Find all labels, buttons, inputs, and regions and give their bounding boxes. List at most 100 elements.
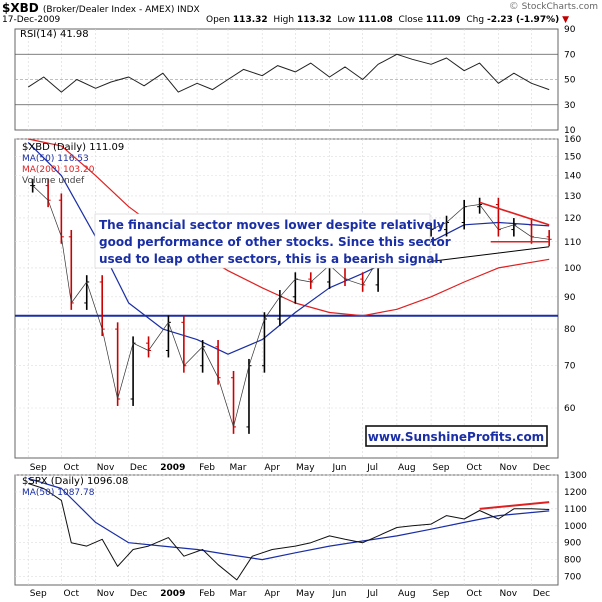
spx-tick-label: 1000	[564, 522, 587, 532]
spx-month-label: Mar	[229, 589, 246, 599]
price-bar-late-path	[430, 204, 550, 240]
annotation-box	[94, 213, 431, 269]
header-date: 17-Dec-2009	[2, 15, 61, 25]
spx-month-label: Dec	[533, 589, 550, 599]
price-month-label: May	[296, 463, 315, 473]
frame-layer	[14, 28, 559, 586]
open-value: 113.32	[232, 15, 268, 25]
spx-month-label: Sep	[30, 589, 47, 599]
high-label: High	[273, 15, 295, 25]
spx-tick-label: 900	[564, 539, 581, 549]
ma50-line	[27, 141, 550, 355]
spx-ma50-legend: MA(50) 1087.78	[22, 488, 95, 498]
price-tick-label: 60	[564, 404, 576, 414]
rsi-tick-label: 10	[564, 126, 576, 136]
spx-tick-label: 700	[564, 573, 581, 583]
price-month-label: Nov	[500, 463, 518, 473]
header-symbol: $XBD (Broker/Dealer Index - AMEX) INDX	[2, 1, 200, 15]
price-tick-label: 160	[564, 135, 581, 145]
spx-tick-label: 1100	[564, 505, 587, 515]
spx-month-label: Nov	[97, 589, 115, 599]
low-value: 111.08	[358, 15, 393, 25]
rsi-tick-label: 70	[564, 50, 576, 60]
spx-legend: $SPX (Daily) 1096.08	[22, 476, 128, 487]
price-month-label: Aug	[398, 463, 416, 473]
spx-trend-line	[479, 501, 550, 510]
spx-month-label: Dec	[130, 589, 147, 599]
price-month-label: Dec	[130, 463, 147, 473]
watermark-text: www.SunshineProfits.com	[368, 430, 544, 444]
price-trend-line	[479, 201, 550, 226]
ma200-line	[28, 138, 550, 317]
rsi-line	[27, 53, 550, 93]
price-tick-label: 150	[564, 153, 581, 163]
spx-ma50-line	[28, 477, 550, 561]
price-tick-label: 80	[564, 325, 576, 335]
spx-month-label: Jun	[331, 589, 346, 599]
rsi-legend: RSI(14) 41.98	[20, 29, 89, 40]
watermark-box	[365, 425, 548, 447]
annotation-line-1: The financial sector moves lower despite…	[99, 218, 445, 232]
spx-tick-label: 1300	[564, 471, 587, 481]
price-tick-label: 130	[564, 192, 581, 202]
price-tick-label: 100	[564, 264, 581, 274]
spx-month-label: Oct	[64, 589, 80, 599]
symbol-desc: (Broker/Dealer Index - AMEX) INDX	[42, 5, 200, 15]
ma200-legend: MA(200) 103.20	[22, 165, 95, 175]
annotation-line-3: used to leap other sectors, this is a be…	[99, 252, 443, 266]
chg-down-icon: ▼	[562, 15, 570, 25]
rsi-tick-label: 50	[564, 76, 576, 86]
copyright-icon: ©	[508, 1, 519, 12]
spx-month-label: Apr	[264, 589, 280, 599]
price-tick-label: 70	[564, 362, 576, 372]
label-layer: RSI(14) 41.98 $XBD (Daily) 111.09 MA(50)…	[20, 29, 128, 498]
low-label: Low	[337, 15, 356, 25]
spx-panel-frame	[14, 474, 559, 586]
price-month-label: Mar	[229, 463, 246, 473]
price-legend: $XBD (Daily) 111.09	[22, 142, 124, 153]
header-ohlc: Open 113.32 High 113.32 Low 111.08 Close…	[206, 15, 569, 25]
price-month-label: Sep	[30, 463, 47, 473]
volume-legend: Volume undef	[22, 176, 85, 186]
price-month-label: Nov	[97, 463, 115, 473]
high-value: 113.32	[296, 15, 332, 25]
spx-month-label: Oct	[466, 589, 482, 599]
chg-value: -2.23 (-1.97%)	[486, 15, 560, 25]
price-month-label: 2009	[160, 463, 185, 473]
price-tick-label: 110	[564, 238, 581, 248]
annotation-layer: The financial sector moves lower despite…	[94, 213, 548, 447]
open-label: Open	[206, 15, 231, 25]
price-month-label: Feb	[199, 463, 215, 473]
price-month-label: Dec	[533, 463, 550, 473]
price-tick-label: 120	[564, 214, 581, 224]
tick-layer: 10 30 50 70 90 60 70 80 90 100 110 120 130 140 150 160 7…	[30, 25, 587, 599]
close-label: Close	[398, 15, 424, 25]
chg-label: Chg	[466, 15, 485, 25]
spx-month-label: May	[296, 589, 315, 599]
spx-tick-label: 1200	[564, 488, 587, 498]
price-month-label: Sep	[433, 463, 450, 473]
spx-tick-label: 800	[564, 556, 581, 566]
price-month-label: Apr	[264, 463, 280, 473]
rsi-tick-label: 90	[564, 25, 576, 35]
brand-label: © StockCharts.com	[509, 1, 598, 12]
plot-layer	[15, 53, 558, 581]
spx-month-label: 2009	[160, 589, 185, 599]
symbol-text: $XBD	[2, 1, 39, 15]
spx-line	[28, 483, 550, 581]
price-month-label: Oct	[466, 463, 482, 473]
annotation-line-2: good performance of other stocks. Since …	[99, 235, 451, 249]
price-month-label: Oct	[64, 463, 80, 473]
spx-month-label: Feb	[199, 589, 215, 599]
spx-month-label: Sep	[433, 589, 450, 599]
brand-text: StockCharts.com	[521, 2, 598, 12]
spx-month-label: Aug	[398, 589, 416, 599]
price-month-label: Jul	[366, 463, 378, 473]
spx-month-label: Nov	[500, 589, 518, 599]
price-bar-path	[32, 185, 379, 428]
rsi-tick-label: 30	[564, 101, 576, 111]
price-tick-label: 140	[564, 172, 581, 182]
price-tick-label: 90	[564, 293, 576, 303]
